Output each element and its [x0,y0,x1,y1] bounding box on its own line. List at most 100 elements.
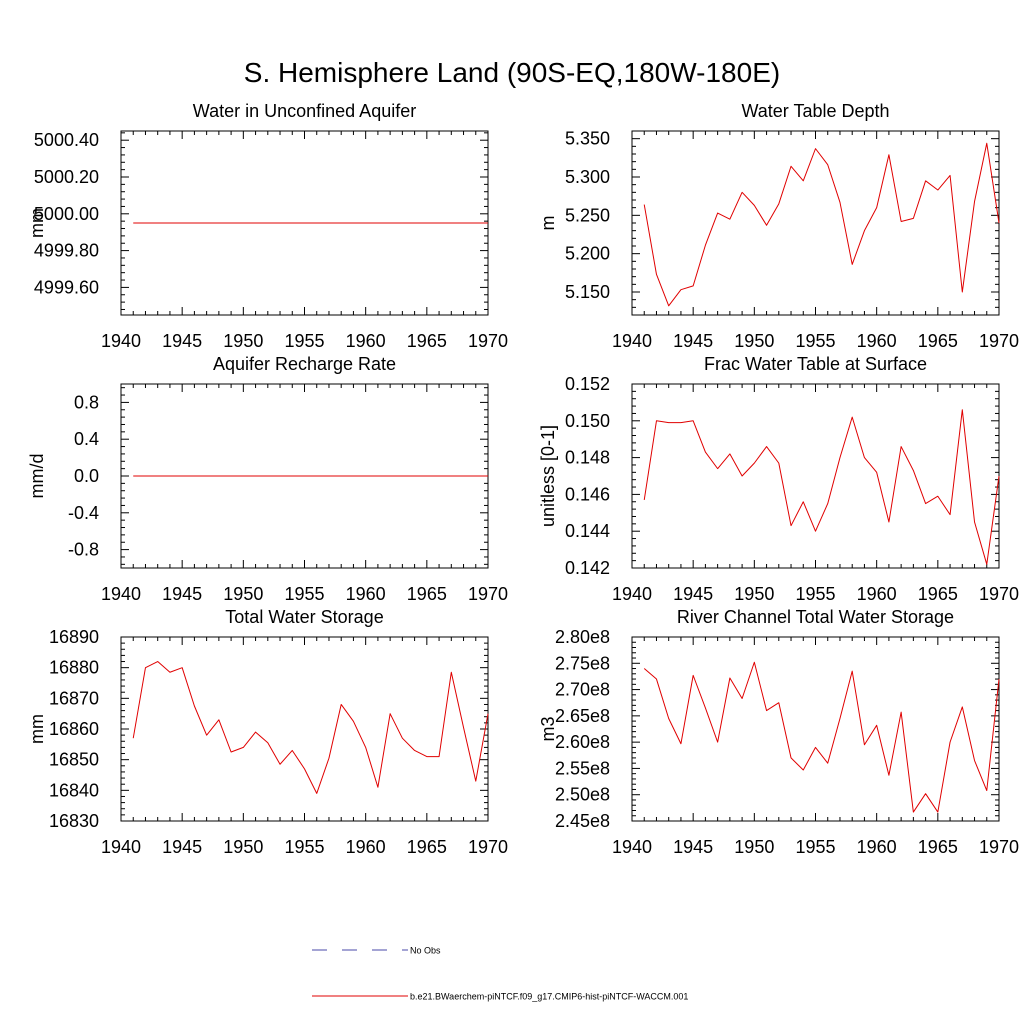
x-tick-label: 1945 [162,584,202,604]
panel-3: Aquifer Recharge Rate mm/d 1940 1945 1950 195… [27,354,508,604]
y-tick-label: 0.146 [565,484,610,504]
y-tick-label: 0.8 [74,392,99,412]
x-tick-label: 1945 [673,584,713,604]
x-tick-label: 1940 [101,837,141,857]
y-tick-label: 0.148 [565,448,610,468]
y-tick-label: 2.50e8 [555,785,610,805]
y-tick-label: 5.200 [565,244,610,264]
figure-title: S. Hemisphere Land (90S-EQ,180W-180E) [244,57,780,88]
y-tick-label: 16890 [49,627,99,647]
x-tick-label: 1965 [407,584,447,604]
y-tick-label: 16880 [49,658,99,678]
x-tick-label: 1940 [612,837,652,857]
y-tick-label: 16840 [49,780,99,800]
y-tick-label: 2.65e8 [555,706,610,726]
x-tick-label: 1955 [795,331,835,351]
x-tick-label: 1960 [346,584,386,604]
y-tick-label: 0.150 [565,411,610,431]
x-tick-label: 1960 [346,331,386,351]
y-tick-label: 5000.00 [34,204,99,224]
y-tick-label: -0.8 [68,540,99,560]
panel-frame [631,383,1000,569]
y-axis-label: unitless [0-1] [538,425,558,527]
x-tick-label: 1940 [101,331,141,351]
y-tick-label: 16830 [49,811,99,831]
legend-label-no-obs: No Obs [410,946,441,956]
x-tick-label: 1940 [612,584,652,604]
x-tick-label: 1970 [979,584,1019,604]
panels: Water in Unconfined Aquifer mm 1940 1945 195… [27,101,1019,857]
y-tick-label: 0.144 [565,521,610,541]
y-tick-label: 5.250 [565,205,610,225]
y-tick-label: 0.142 [565,558,610,578]
panel-title: Total Water Storage [225,607,383,627]
y-tick-label: 16870 [49,688,99,708]
x-tick-label: 1940 [101,584,141,604]
y-axis-label: m [538,216,558,231]
panel-frame [120,636,489,822]
panel-frame [631,636,1000,822]
x-tick-label: 1950 [734,837,774,857]
x-tick-label: 1945 [673,331,713,351]
x-tick-label: 1970 [979,331,1019,351]
y-tick-label: 16850 [49,750,99,770]
panel-4: Frac Water Table at Surface unitless [0-1… [538,354,1019,604]
panel-title: Aquifer Recharge Rate [213,354,396,374]
x-tick-label: 1965 [407,331,447,351]
y-tick-label: 16860 [49,719,99,739]
x-tick-label: 1970 [468,837,508,857]
series-line-1 [643,409,1000,565]
x-tick-label: 1950 [734,331,774,351]
x-tick-label: 1950 [734,584,774,604]
x-tick-label: 1960 [857,331,897,351]
x-tick-label: 1960 [857,837,897,857]
y-tick-label: 2.75e8 [555,653,610,673]
y-tick-label: 2.80e8 [555,627,610,647]
x-tick-label: 1950 [223,584,263,604]
y-axis-label: mm [27,714,47,744]
y-tick-label: 4999.60 [34,277,99,297]
panel-2: Water Table Depth m 1940 1945 1950 1955 1960 19… [538,101,1019,351]
y-axis-label: m3 [538,716,558,741]
y-tick-label: 2.60e8 [555,732,610,752]
x-tick-label: 1950 [223,331,263,351]
x-tick-label: 1960 [857,584,897,604]
y-tick-label: 4999.80 [34,241,99,261]
x-tick-label: 1970 [468,331,508,351]
y-tick-label: 2.45e8 [555,811,610,831]
panel-title: River Channel Total Water Storage [677,607,954,627]
legend-label-model: b.e21.BWaerchem-piNTCF.f09_g17.CMIP6-his… [410,992,688,1002]
x-tick-label: 1960 [346,837,386,857]
y-tick-label: -0.4 [68,503,99,523]
panel-title: Water Table Depth [741,101,889,121]
y-tick-label: 0.152 [565,374,610,394]
y-tick-label: 2.55e8 [555,758,610,778]
series-line-1 [643,142,1000,307]
y-axis-label: mm [27,208,47,238]
series-line-1 [132,661,489,794]
y-tick-label: 5.300 [565,167,610,187]
y-tick-label: 5.350 [565,129,610,149]
x-tick-label: 1945 [673,837,713,857]
panel-5: Total Water Storage mm 1940 1945 1950 1955 196… [27,607,508,857]
x-tick-label: 1955 [284,584,324,604]
y-tick-label: 5000.20 [34,167,99,187]
y-tick-label: 2.70e8 [555,680,610,700]
x-tick-label: 1945 [162,331,202,351]
x-tick-label: 1965 [918,584,958,604]
y-axis-label: mm/d [27,454,47,499]
x-tick-label: 1950 [223,837,263,857]
panel-1: Water in Unconfined Aquifer mm 1940 1945 195… [27,101,508,351]
x-tick-label: 1955 [795,584,835,604]
x-tick-label: 1940 [612,331,652,351]
y-tick-label: 0.4 [74,429,99,449]
legend: No Obs b.e21.BWaerchem-piNTCF.f09_g17.CM… [312,946,688,1002]
x-tick-label: 1955 [795,837,835,857]
x-tick-label: 1965 [918,331,958,351]
x-tick-label: 1965 [918,837,958,857]
x-tick-label: 1970 [468,584,508,604]
y-tick-label: 5.150 [565,282,610,302]
panel-6: River Channel Total Water Storage m3 1940 1… [538,607,1019,857]
series-line-1 [643,661,1000,813]
